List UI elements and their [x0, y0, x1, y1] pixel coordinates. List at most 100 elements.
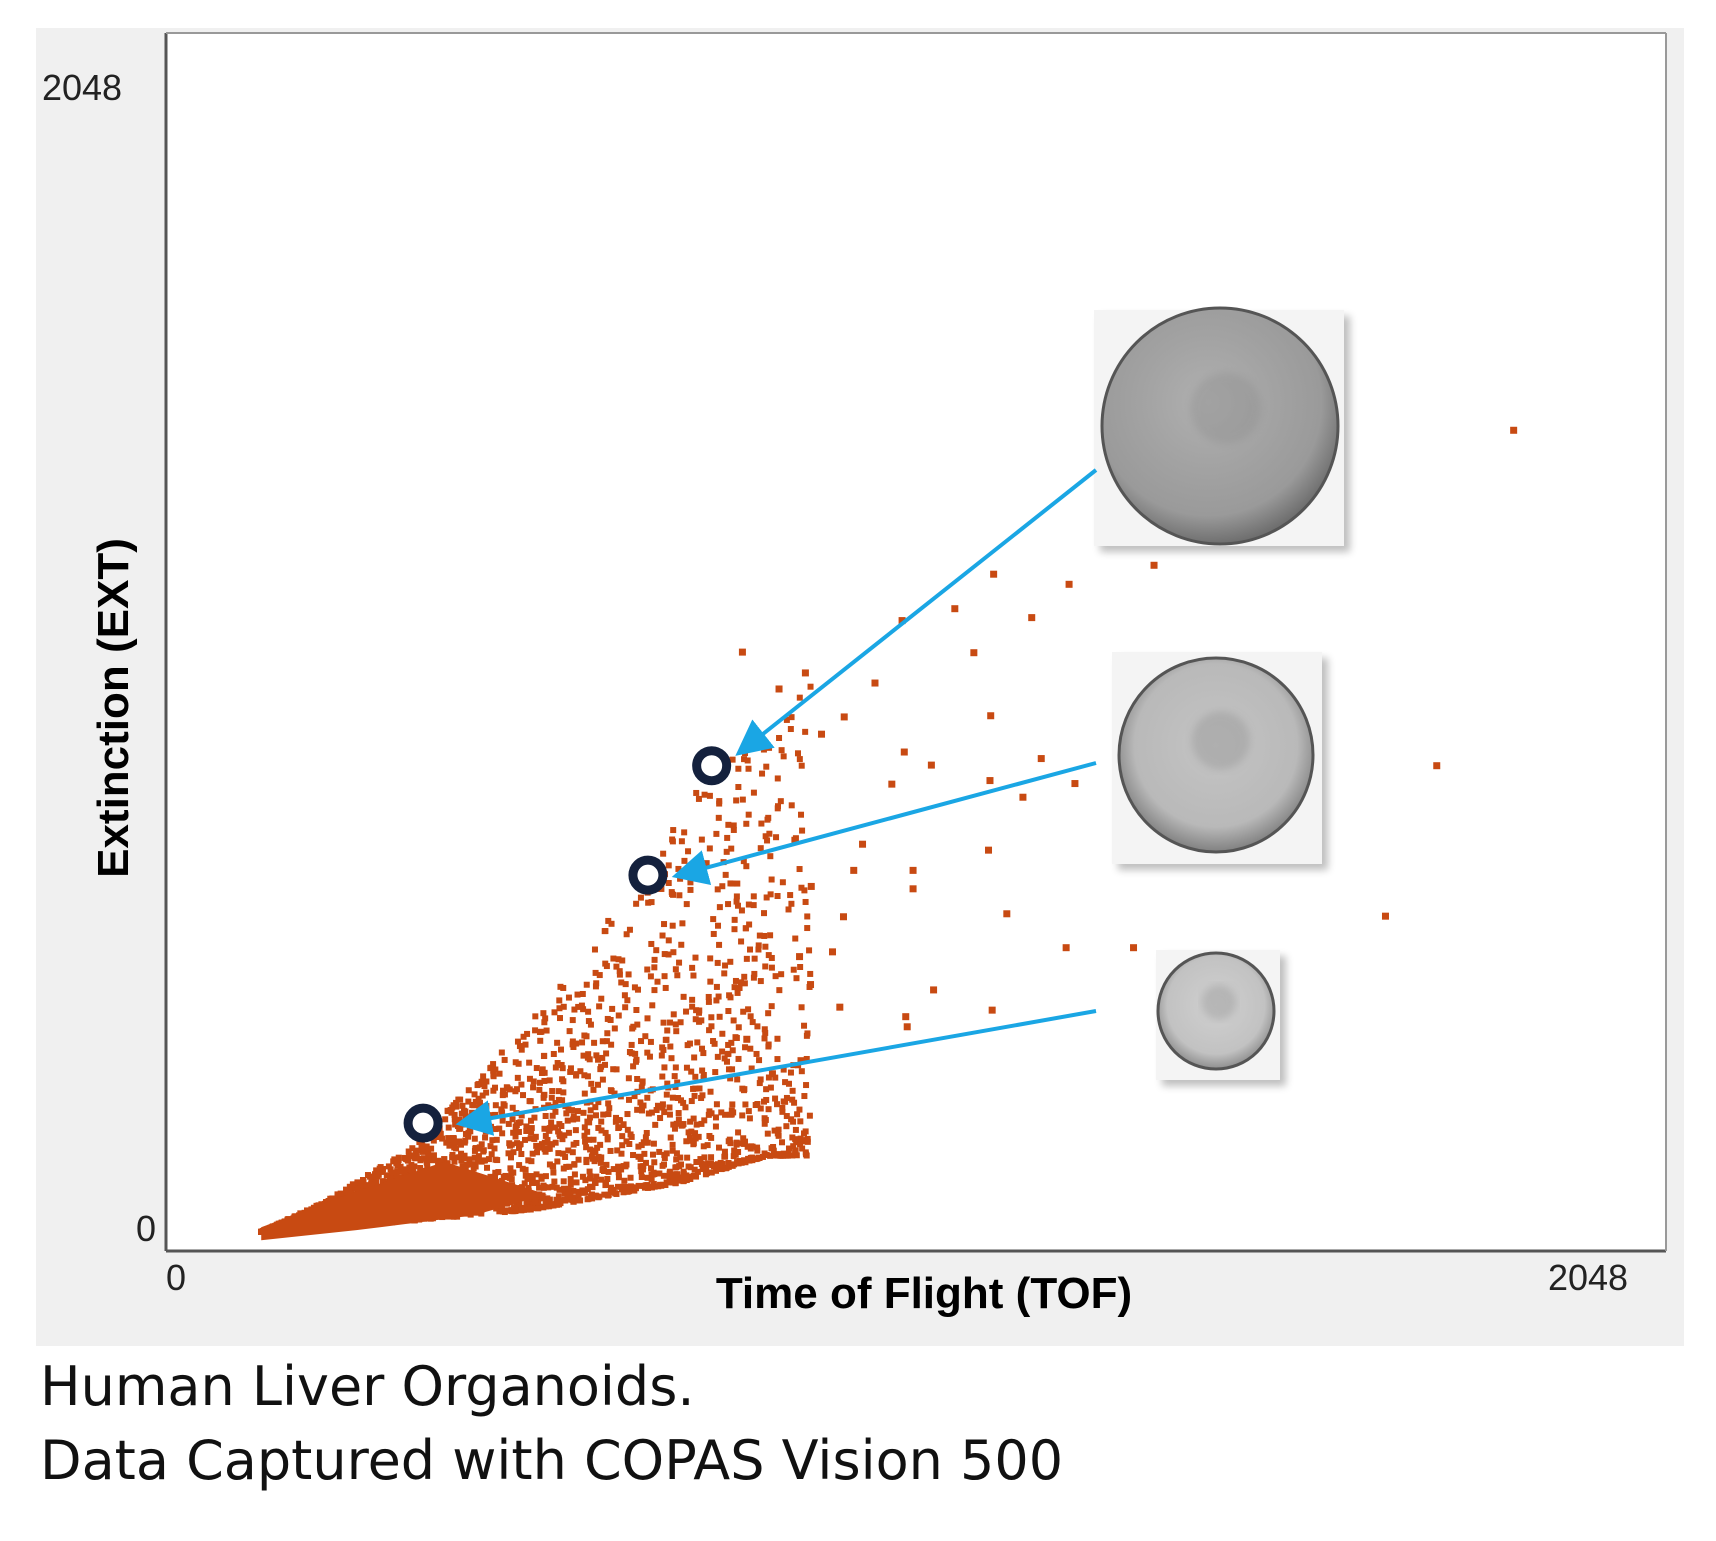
- cloud-point: [791, 1099, 798, 1106]
- cloud-point: [762, 1029, 769, 1036]
- cloud-point: [660, 1181, 667, 1188]
- cloud-point: [685, 1129, 692, 1136]
- cloud-point: [574, 991, 581, 998]
- cloud-point: [556, 997, 563, 1004]
- cloud-point: [594, 1081, 601, 1088]
- scatter-point: [970, 649, 978, 657]
- cloud-point: [716, 904, 723, 911]
- cloud-point: [766, 830, 773, 837]
- y-tick-label-max: 2048: [42, 67, 122, 108]
- cloud-point: [442, 1116, 449, 1123]
- cloud-point: [778, 747, 785, 754]
- cloud-point: [661, 1109, 668, 1116]
- cloud-point: [498, 1106, 505, 1113]
- scatter-point: [1065, 580, 1073, 588]
- cloud-point: [673, 1156, 680, 1163]
- cloud-point: [693, 789, 700, 796]
- cloud-point: [570, 1043, 577, 1050]
- cloud-point: [713, 1101, 720, 1108]
- cloud-point: [430, 1137, 437, 1144]
- cloud-point: [593, 1173, 600, 1180]
- cloud-point: [357, 1181, 364, 1188]
- cloud-point: [774, 775, 781, 782]
- cloud-point: [683, 901, 690, 908]
- cloud-point: [669, 1172, 676, 1179]
- cloud-point: [704, 1142, 711, 1149]
- cloud-point: [616, 971, 623, 978]
- cloud-point: [807, 970, 814, 977]
- cloud-point: [652, 1121, 659, 1128]
- cloud-point: [575, 1188, 582, 1195]
- cloud-point: [417, 1157, 424, 1164]
- cloud-point: [719, 883, 726, 890]
- cloud-point: [479, 1092, 486, 1099]
- cloud-point: [747, 1013, 754, 1020]
- cloud-point: [570, 1116, 577, 1123]
- cloud-point: [745, 1108, 752, 1115]
- cloud-point: [584, 1073, 591, 1080]
- cloud-point: [743, 820, 750, 827]
- scatter-point: [775, 685, 783, 693]
- cloud-point: [706, 1108, 713, 1115]
- cloud-point: [661, 1064, 668, 1071]
- cloud-point: [626, 1049, 633, 1056]
- cloud-point: [572, 1127, 579, 1134]
- cloud-point: [726, 992, 733, 999]
- cloud-point: [603, 1050, 610, 1057]
- scatter-point: [818, 730, 826, 738]
- cloud-point: [566, 1190, 573, 1197]
- cloud-point: [659, 1073, 666, 1080]
- cloud-point: [640, 1163, 647, 1170]
- cloud-point: [774, 803, 781, 810]
- cloud-point: [536, 1079, 543, 1086]
- cloud-point: [483, 1078, 490, 1085]
- cloud-point: [528, 1125, 535, 1132]
- cloud-point: [500, 1087, 507, 1094]
- cloud-point: [363, 1182, 370, 1189]
- cloud-point: [599, 1076, 606, 1083]
- cloud-point: [674, 1079, 681, 1086]
- cloud-point: [420, 1155, 427, 1162]
- cloud-point: [668, 1055, 675, 1062]
- cloud-point: [649, 1002, 656, 1009]
- cloud-point: [439, 1135, 446, 1142]
- cloud-point: [668, 889, 675, 896]
- cloud-point: [313, 1202, 320, 1209]
- cloud-point: [692, 1016, 699, 1023]
- cloud-point: [556, 1197, 563, 1204]
- cloud-point: [723, 1058, 730, 1065]
- cloud-point: [666, 1168, 673, 1175]
- cloud-point: [620, 1121, 627, 1128]
- cloud-point: [585, 1051, 592, 1058]
- cloud-point: [545, 1126, 552, 1133]
- cloud-point: [532, 1013, 539, 1020]
- cloud-point: [650, 1171, 657, 1178]
- cloud-point: [586, 1119, 593, 1126]
- cloud-point: [571, 1006, 578, 1013]
- cloud-point: [788, 802, 795, 809]
- cloud-point: [565, 994, 572, 1001]
- cloud-point: [501, 1056, 508, 1063]
- cloud-point: [518, 1151, 525, 1158]
- cloud-point: [740, 858, 747, 865]
- cloud-point: [799, 1145, 806, 1152]
- cloud-point: [575, 1156, 582, 1163]
- cloud-point: [780, 753, 787, 760]
- cloud-point: [665, 937, 672, 944]
- cloud-point: [670, 949, 677, 956]
- cloud-point: [700, 1143, 707, 1150]
- cloud-point: [783, 1113, 790, 1120]
- cloud-point: [747, 1045, 754, 1052]
- cloud-point: [602, 1061, 609, 1068]
- cloud-point: [573, 1071, 580, 1078]
- cloud-point: [417, 1165, 424, 1172]
- cloud-point: [443, 1139, 450, 1146]
- cloud-point: [505, 1174, 512, 1181]
- cloud-point: [742, 1138, 749, 1145]
- cloud-point: [765, 1043, 772, 1050]
- cloud-point: [680, 1177, 687, 1184]
- cloud-point: [667, 1043, 674, 1050]
- cloud-point: [334, 1191, 341, 1198]
- cloud-point: [536, 1195, 543, 1202]
- scatter-point: [986, 777, 994, 785]
